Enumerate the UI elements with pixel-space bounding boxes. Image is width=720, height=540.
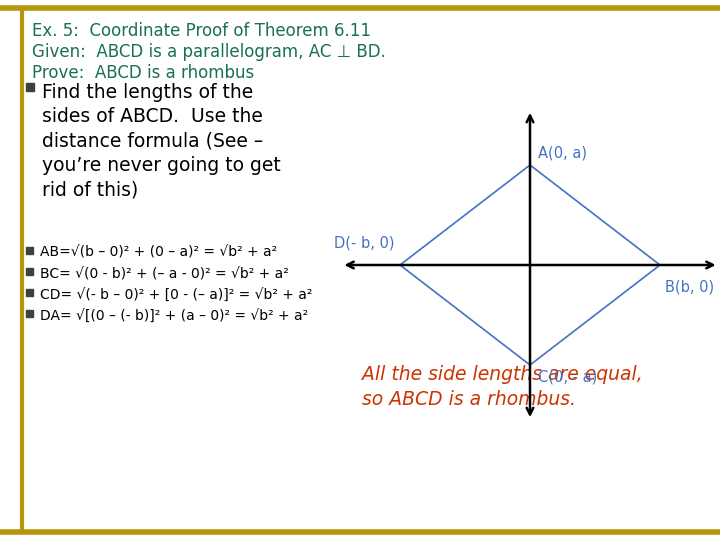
Text: DA= √[(0 – (- b)]² + (a – 0)² = √b² + a²: DA= √[(0 – (- b)]² + (a – 0)² = √b² + a²	[40, 309, 308, 323]
Text: Given:  ABCD is a parallelogram, AC ⊥ BD.: Given: ABCD is a parallelogram, AC ⊥ BD.	[32, 43, 386, 61]
Text: C(0, - a): C(0, - a)	[538, 369, 598, 384]
Text: Prove:  ABCD is a rhombus: Prove: ABCD is a rhombus	[32, 64, 254, 82]
Text: Find the lengths of the
sides of ABCD.  Use the
distance formula (See –
you’re n: Find the lengths of the sides of ABCD. U…	[42, 83, 281, 199]
Text: B(b, 0): B(b, 0)	[665, 279, 714, 294]
Text: BC= √(0 - b)² + (– a - 0)² = √b² + a²: BC= √(0 - b)² + (– a - 0)² = √b² + a²	[40, 267, 289, 281]
Text: Ex. 5:  Coordinate Proof of Theorem 6.11: Ex. 5: Coordinate Proof of Theorem 6.11	[32, 22, 371, 40]
Bar	[26, 289, 33, 296]
Bar	[26, 83, 34, 91]
Text: All the side lengths are equal,
so ABCD is a rhombus.: All the side lengths are equal, so ABCD …	[362, 365, 643, 409]
Text: D(- b, 0): D(- b, 0)	[335, 236, 395, 251]
Bar	[26, 247, 33, 254]
Text: A(0, a): A(0, a)	[538, 146, 587, 161]
Text: AB=√(b – 0)² + (0 – a)² = √b² + a²: AB=√(b – 0)² + (0 – a)² = √b² + a²	[40, 246, 277, 260]
Bar	[26, 310, 33, 317]
Text: CD= √(- b – 0)² + [0 - (– a)]² = √b² + a²: CD= √(- b – 0)² + [0 - (– a)]² = √b² + a…	[40, 288, 312, 302]
Bar	[26, 268, 33, 275]
